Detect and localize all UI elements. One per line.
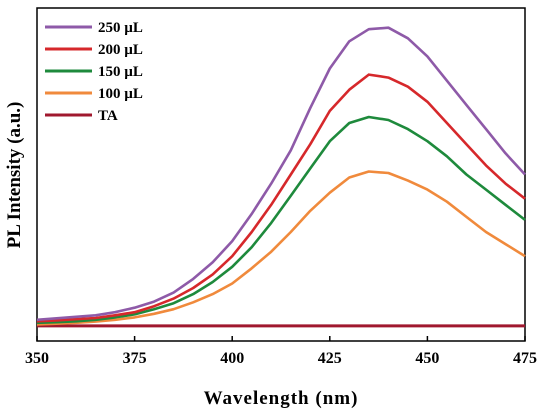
x-tick-label-4: 450: [415, 350, 439, 367]
series-line-0: [36, 26, 526, 322]
legend-label-0: 250 µL: [98, 20, 143, 36]
legend-label-2: 150 µL: [98, 64, 143, 80]
legend-label-1: 200 µL: [98, 42, 143, 58]
series-line-1: [36, 73, 526, 323]
legend: 250 µL 200 µL 150 µL 100 µL TA: [45, 20, 143, 124]
y-axis-title: PL Intensity (a.u.): [4, 102, 25, 249]
x-axis-ticks: 350 375 400 425 450 475: [25, 336, 537, 367]
series-line-2: [36, 115, 526, 325]
x-tick-label-2: 400: [220, 350, 244, 367]
legend-label-3: 100 µL: [98, 86, 143, 102]
series-layer: [36, 26, 526, 328]
x-tick-label-0: 350: [25, 350, 49, 367]
x-tick-label-1: 375: [123, 350, 147, 367]
legend-label-4: TA: [98, 108, 118, 124]
x-tick-label-3: 425: [318, 350, 342, 367]
x-tick-label-5: 475: [513, 350, 537, 367]
series-line-3: [36, 170, 526, 326]
x-axis-title: Wavelength (nm): [204, 388, 359, 409]
